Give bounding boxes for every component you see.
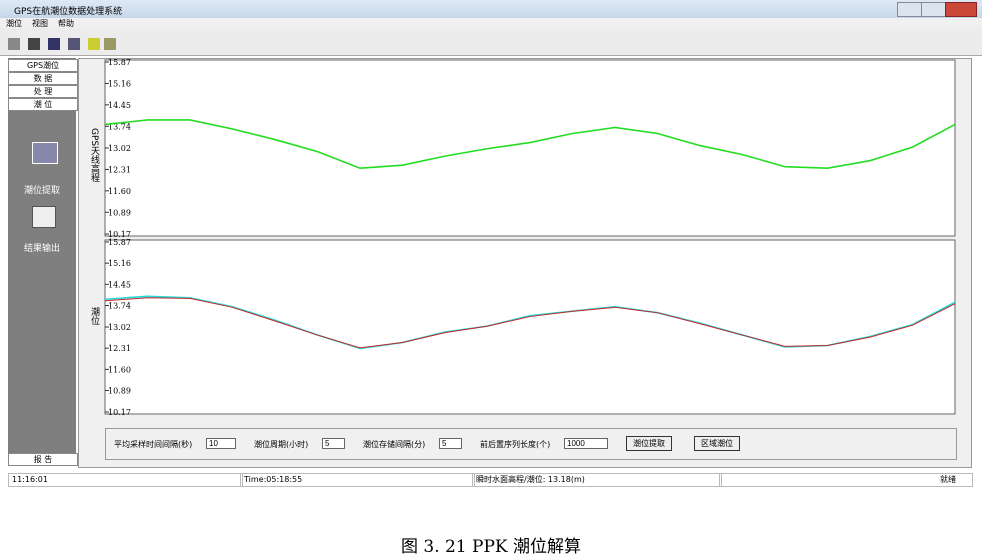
side-item[interactable]: 潮位提取 <box>23 186 60 196</box>
menu-bar: 潮位 视图 帮助 <box>0 18 982 28</box>
y-tick-label: 12.31 <box>108 165 131 174</box>
window-title: GPS在航潮位数据处理系统 <box>14 7 123 17</box>
y-tick-label: 14.45 <box>108 101 131 110</box>
side-icon[interactable] <box>32 142 58 164</box>
tool-icon[interactable] <box>68 38 80 50</box>
side-item[interactable]: 结果输出 <box>23 244 60 254</box>
control-label: 潮位存储间隔(分) <box>363 440 426 449</box>
side-tab[interactable]: 潮 位 <box>8 98 78 111</box>
status-field: Time:05:18:55 <box>240 473 475 487</box>
menu-item[interactable]: 潮位 <box>6 19 22 28</box>
close[interactable] <box>945 2 977 17</box>
plot-area <box>104 59 956 237</box>
status-field: 瞬时水面高程/潮位: 13.18(m) <box>472 473 722 487</box>
tool-icon[interactable] <box>104 38 116 50</box>
tool-icon[interactable] <box>8 38 20 50</box>
control-input[interactable] <box>322 438 345 449</box>
control-panel: 平均采样时间间隔(秒) 潮位周期(小时) 潮位存储间隔(分) 前后置序列长度(个) 潮位… <box>105 428 957 460</box>
menu-item[interactable]: 帮助 <box>58 19 74 28</box>
side-bottom[interactable]: 报 告 <box>8 453 78 466</box>
side-tab[interactable]: 数 据 <box>8 72 78 85</box>
y-tick-label: 10.17 <box>108 408 131 417</box>
y-tick-label: 10.89 <box>108 208 131 217</box>
status-field: 就绪 <box>719 473 973 487</box>
plot-area <box>104 239 956 415</box>
y-tick-label: 11.60 <box>108 365 131 374</box>
tool-icon[interactable] <box>48 38 60 50</box>
control-input[interactable] <box>206 438 236 449</box>
y-tick-label: 14.45 <box>108 280 131 289</box>
y-tick-label: 10.89 <box>108 387 131 396</box>
y-tick-label: 13.02 <box>108 144 131 153</box>
status-field: 11:16:01 <box>8 473 243 487</box>
control-label: 潮位周期(小时) <box>254 440 309 449</box>
title-bar: GPS在航潮位数据处理系统 <box>0 0 982 18</box>
side-panel <box>8 58 76 466</box>
series-line <box>104 297 956 349</box>
y-axis-label: GPS天线高程 <box>89 128 100 183</box>
y-tick-label: 12.31 <box>108 344 131 353</box>
tool-icon[interactable] <box>88 38 100 50</box>
control-label: 前后置序列长度(个) <box>480 440 551 449</box>
toolbar <box>0 28 982 56</box>
series-line <box>104 119 956 170</box>
button[interactable]: 潮位提取 <box>626 436 672 451</box>
tool-icon[interactable] <box>28 38 40 50</box>
y-tick-label: 13.02 <box>108 323 131 332</box>
side-tab[interactable]: GPS潮位 <box>8 59 78 72</box>
y-tick-label: 13.74 <box>108 122 131 131</box>
y-tick-label: 15.16 <box>108 259 131 268</box>
y-tick-label: 15.16 <box>108 79 131 88</box>
y-tick-label: 15.87 <box>108 238 131 247</box>
side-icon[interactable] <box>32 206 56 228</box>
plots: GPS天线高程 15.87 15.16 14.45 13.74 13.02 12.31 11.… <box>89 0 956 470</box>
menu-item[interactable]: 视图 <box>32 19 48 28</box>
caption: 图 3. 21 PPK 潮位解算 <box>400 537 582 557</box>
y-tick-label: 10.17 <box>108 230 131 239</box>
button[interactable]: 区域潮位 <box>694 436 740 451</box>
side-tab[interactable]: 处 理 <box>8 85 78 98</box>
y-axis-label: 潮位 <box>89 306 100 326</box>
y-tick-label: 11.60 <box>108 187 131 196</box>
y-tick-label: 13.74 <box>108 302 131 311</box>
control-input[interactable] <box>564 438 608 449</box>
control-input[interactable] <box>439 438 462 449</box>
control-label: 平均采样时间间隔(秒) <box>114 440 193 449</box>
y-tick-label: 15.87 <box>108 58 131 67</box>
